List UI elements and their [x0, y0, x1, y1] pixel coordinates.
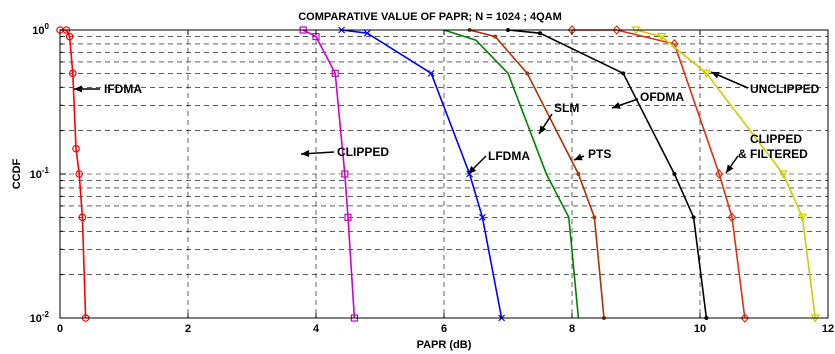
y-tick-label: 100 — [32, 22, 49, 37]
data-point — [363, 29, 371, 37]
series-5 — [506, 28, 709, 320]
data-point — [691, 215, 696, 220]
annotation-label: UNCLIPPED — [750, 82, 820, 96]
y-tick-label: 10-2 — [30, 310, 50, 325]
series-line — [302, 29, 356, 319]
annotation-label: CLIPPED — [750, 132, 802, 146]
annotation-label: SLM — [554, 101, 579, 115]
data-point — [672, 172, 677, 176]
data-point — [344, 213, 352, 221]
series-line — [507, 29, 708, 319]
x-axis-label: PAPR (dB) — [417, 339, 472, 351]
series-line — [469, 29, 605, 319]
data-point — [72, 144, 80, 153]
grid-layer — [60, 30, 828, 318]
annotation-arrowhead — [301, 150, 310, 158]
x-tick-label: 6 — [441, 323, 447, 335]
data-point — [493, 34, 498, 39]
data-point — [69, 69, 77, 78]
data-point — [427, 69, 435, 77]
data-point — [478, 213, 486, 221]
data-point — [331, 69, 339, 77]
data-point — [341, 170, 349, 178]
data-point — [657, 32, 667, 42]
x-tick-label: 4 — [313, 323, 320, 335]
data-point — [592, 215, 597, 220]
data-point — [576, 172, 581, 176]
data-point — [538, 31, 542, 36]
annotation-label: CLIPPED — [337, 145, 389, 159]
annotation-arrowhead — [574, 153, 583, 161]
data-point — [797, 213, 807, 223]
annotation-arrowhead — [74, 85, 82, 93]
data-point — [78, 213, 87, 222]
annotation-arrowhead — [711, 71, 720, 79]
series-line — [341, 29, 503, 319]
series-line — [443, 29, 580, 319]
annotation-arrowhead — [539, 125, 547, 134]
y-axis-label: CCDF — [11, 158, 23, 189]
annotation-label: OFDMA — [640, 90, 684, 104]
data-point — [75, 170, 84, 178]
x-tick-label: 0 — [57, 323, 63, 335]
annotation-label: PTS — [588, 147, 611, 161]
annotation-label: LFDMA — [488, 149, 530, 163]
data-point — [740, 313, 750, 323]
data-point — [612, 25, 622, 35]
annotation-arrowhead — [726, 164, 734, 173]
data-point — [727, 212, 737, 223]
chart-title: COMPARATIVE VALUE OF PAPR; N = 1024 ; 4Q… — [298, 11, 562, 23]
x-tick-label: 12 — [822, 323, 834, 335]
series-line — [635, 29, 816, 319]
y-tick-label: 10-1 — [30, 166, 50, 181]
annotation-label: IFDMA — [104, 82, 142, 96]
x-tick-label: 8 — [569, 323, 575, 335]
annotation-arrowhead — [468, 165, 477, 174]
series-line — [60, 29, 87, 319]
annotation-arrowhead — [612, 102, 621, 109]
tick-layer: 0 2 4 6 8 10 12 10-2 10-1 100 — [30, 22, 835, 335]
series-3 — [443, 29, 580, 319]
series-layer — [56, 25, 820, 323]
data-point — [525, 71, 530, 76]
data-point — [621, 71, 626, 76]
x-tick-label: 10 — [694, 323, 706, 335]
data-point — [714, 169, 724, 179]
x-tick-label: 2 — [185, 323, 191, 335]
data-point — [65, 32, 74, 41]
data-point — [701, 69, 711, 79]
series-7 — [631, 26, 820, 323]
annotation-label: & FILTERED — [738, 147, 808, 161]
data-point — [778, 170, 788, 179]
